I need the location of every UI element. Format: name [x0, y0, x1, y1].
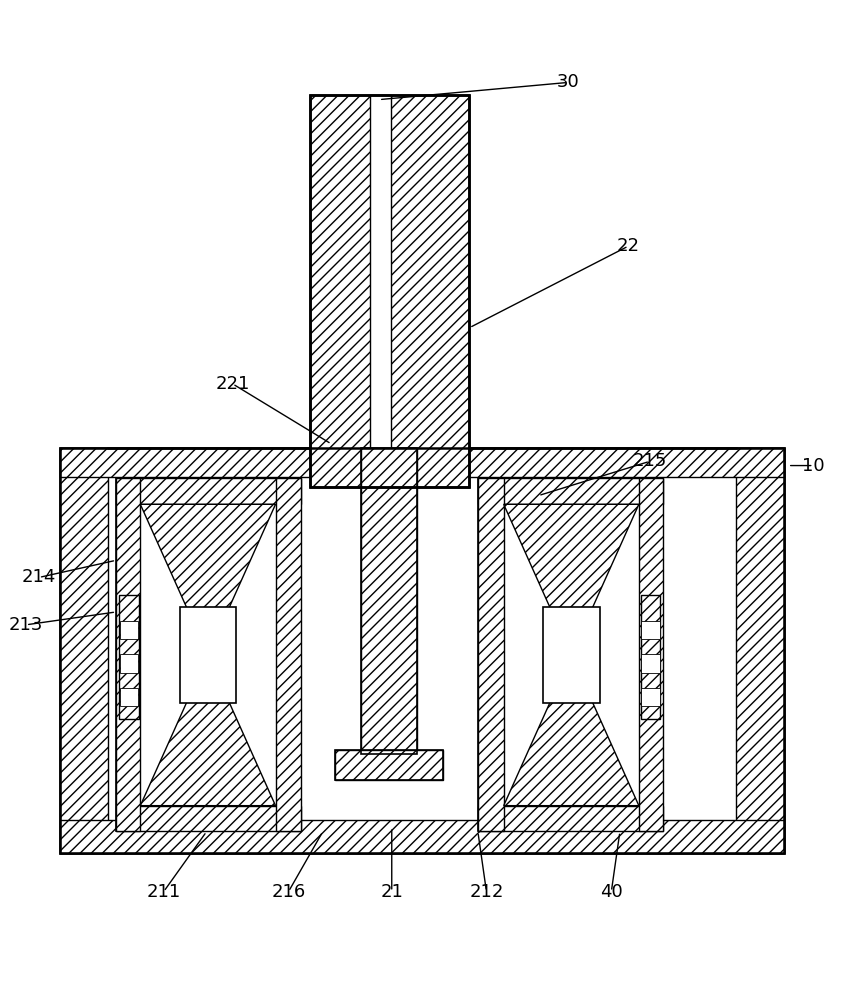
Bar [478, 478, 663, 831]
Bar [116, 478, 301, 831]
Polygon shape [504, 504, 639, 655]
Bar [120, 654, 138, 673]
Text: 21: 21 [381, 883, 403, 901]
Bar [60, 820, 784, 853]
Bar [478, 478, 504, 831]
Bar [180, 607, 236, 703]
Text: 212: 212 [469, 883, 504, 901]
Bar [120, 621, 138, 639]
Bar [60, 448, 784, 477]
Text: 40: 40 [600, 883, 623, 901]
Text: 215: 215 [633, 452, 667, 470]
Text: 22: 22 [617, 237, 640, 255]
Bar [639, 478, 663, 831]
Bar [478, 806, 663, 831]
Bar [120, 688, 138, 706]
Bar [310, 95, 469, 487]
Bar [60, 448, 784, 853]
Bar [60, 448, 108, 853]
Bar [362, 448, 417, 754]
Bar [276, 478, 301, 831]
Bar [60, 448, 784, 853]
Bar [362, 448, 417, 754]
Bar [543, 607, 599, 703]
Bar [116, 806, 301, 831]
Bar [641, 688, 660, 706]
Bar [370, 95, 391, 487]
Bar [310, 95, 469, 487]
Text: 213: 213 [9, 616, 43, 634]
Text: 216: 216 [271, 883, 306, 901]
Text: 30: 30 [557, 73, 579, 91]
Bar [336, 750, 443, 780]
Polygon shape [140, 655, 276, 806]
Text: 10: 10 [802, 457, 825, 475]
Polygon shape [504, 655, 639, 806]
Bar [116, 478, 140, 831]
Bar [641, 621, 660, 639]
Bar [478, 478, 663, 504]
Text: 221: 221 [215, 375, 250, 393]
Bar [119, 595, 139, 719]
Polygon shape [140, 504, 276, 655]
Text: 211: 211 [146, 883, 181, 901]
Bar [310, 95, 469, 487]
Bar [641, 654, 660, 673]
Bar [336, 750, 443, 780]
Text: 214: 214 [22, 568, 56, 586]
Bar [641, 595, 660, 719]
Bar [736, 448, 784, 853]
Bar [116, 478, 301, 504]
